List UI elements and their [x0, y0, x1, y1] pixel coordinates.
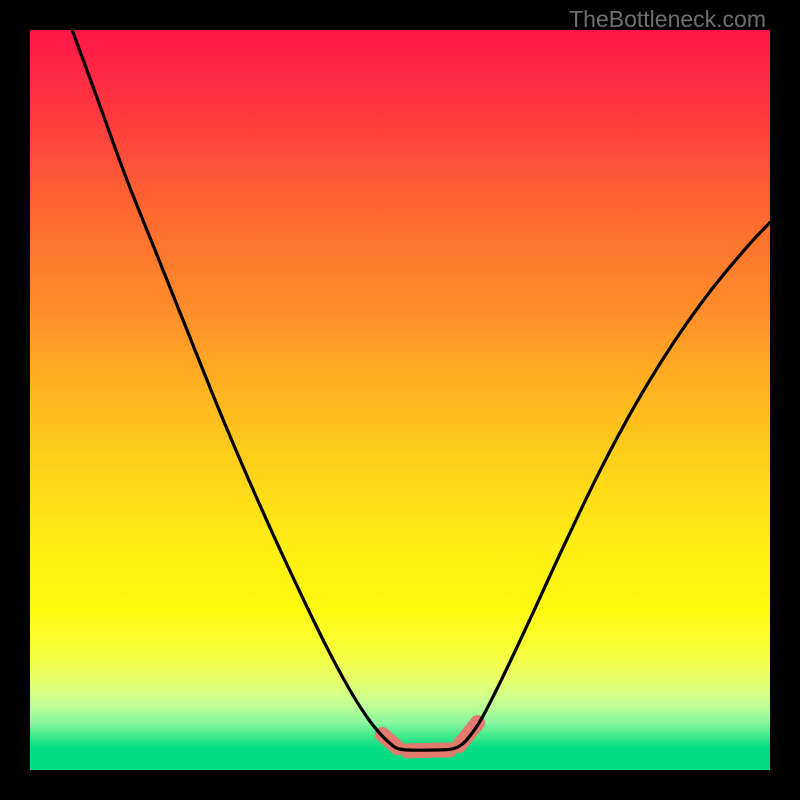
chart-frame: TheBottleneck.com — [0, 0, 800, 800]
background-gradient — [30, 30, 770, 770]
watermark-text: TheBottleneck.com — [569, 6, 766, 33]
plot-area — [30, 30, 770, 770]
